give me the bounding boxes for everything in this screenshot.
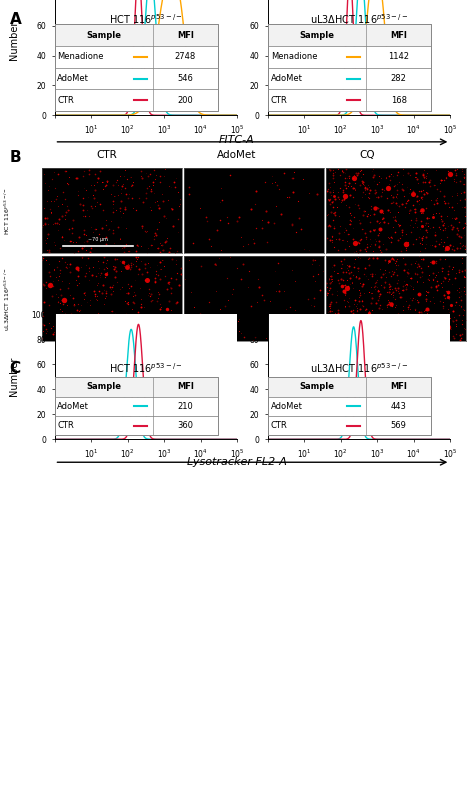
- Text: Sample: Sample: [300, 382, 334, 392]
- Text: MFI: MFI: [390, 31, 407, 39]
- Text: AdoMet: AdoMet: [57, 401, 89, 411]
- Text: B: B: [9, 150, 21, 165]
- Text: HCT 116$^{p53-/-}$: HCT 116$^{p53-/-}$: [2, 187, 12, 235]
- Text: 443: 443: [391, 401, 407, 411]
- Text: 569: 569: [391, 421, 407, 430]
- Text: C: C: [9, 361, 20, 376]
- Text: HCT 116$^{p53-/-}$: HCT 116$^{p53-/-}$: [109, 361, 182, 375]
- Text: Sample: Sample: [300, 31, 334, 39]
- Text: uL3ΔHCT 116$^{p53-/-}$: uL3ΔHCT 116$^{p53-/-}$: [310, 361, 408, 375]
- Text: MFI: MFI: [177, 382, 194, 392]
- Text: AdoMet: AdoMet: [217, 150, 257, 160]
- Text: ~70 μm: ~70 μm: [88, 237, 108, 242]
- Text: CQ: CQ: [360, 150, 375, 160]
- Text: CTR: CTR: [271, 96, 287, 105]
- Text: uL3ΔHCT 116$^{p53-/-}$: uL3ΔHCT 116$^{p53-/-}$: [2, 267, 12, 330]
- Text: CTR: CTR: [57, 96, 74, 105]
- Text: Menadione: Menadione: [57, 52, 104, 61]
- Text: Menadione: Menadione: [271, 52, 317, 61]
- Text: uL3ΔHCT 116$^{p53-/-}$: uL3ΔHCT 116$^{p53-/-}$: [310, 12, 408, 26]
- Text: 360: 360: [177, 421, 193, 430]
- Text: AdoMet: AdoMet: [271, 401, 302, 411]
- Text: Sample: Sample: [86, 382, 121, 392]
- Text: CTR: CTR: [271, 421, 287, 430]
- Text: Number: Number: [9, 21, 19, 60]
- Text: A: A: [9, 12, 21, 27]
- Text: 200: 200: [177, 96, 193, 105]
- Text: HCT 116$^{p53-/-}$: HCT 116$^{p53-/-}$: [109, 12, 182, 26]
- Text: 546: 546: [177, 74, 193, 83]
- Text: CTR: CTR: [96, 150, 117, 160]
- Text: 282: 282: [391, 74, 407, 83]
- Text: Sample: Sample: [86, 31, 121, 39]
- Text: AdoMet: AdoMet: [57, 74, 89, 83]
- Text: MFI: MFI: [390, 382, 407, 392]
- Text: ~70 μm: ~70 μm: [88, 325, 108, 330]
- Text: AdoMet: AdoMet: [271, 74, 302, 83]
- Text: Number: Number: [9, 357, 19, 397]
- Text: 210: 210: [177, 401, 193, 411]
- Text: Lysotracker FL2-A: Lysotracker FL2-A: [187, 457, 287, 467]
- Text: MFI: MFI: [177, 31, 194, 39]
- Text: 168: 168: [391, 96, 407, 105]
- Text: FITC-A: FITC-A: [219, 135, 255, 145]
- Text: 2748: 2748: [175, 52, 196, 61]
- Text: 1142: 1142: [388, 52, 409, 61]
- Text: CTR: CTR: [57, 421, 74, 430]
